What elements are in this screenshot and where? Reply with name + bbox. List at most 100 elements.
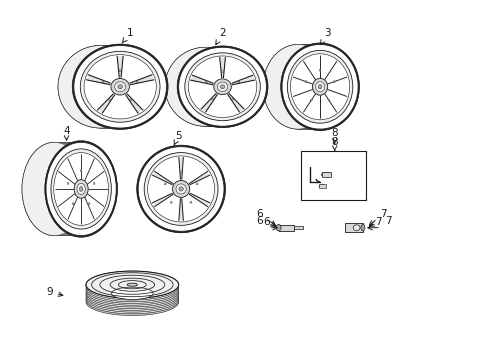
Ellipse shape: [182, 47, 263, 126]
Ellipse shape: [221, 71, 223, 72]
Polygon shape: [98, 94, 114, 113]
Ellipse shape: [268, 44, 338, 129]
Ellipse shape: [86, 278, 178, 305]
Ellipse shape: [35, 142, 100, 235]
Ellipse shape: [67, 182, 69, 184]
Ellipse shape: [88, 203, 90, 205]
Ellipse shape: [72, 203, 74, 205]
Ellipse shape: [276, 225, 281, 231]
Ellipse shape: [58, 45, 143, 128]
Ellipse shape: [170, 201, 172, 203]
Text: 8: 8: [331, 128, 337, 143]
Ellipse shape: [179, 47, 260, 126]
Ellipse shape: [80, 51, 160, 122]
Text: 9: 9: [46, 287, 62, 297]
Polygon shape: [153, 193, 172, 206]
Ellipse shape: [86, 271, 178, 298]
Ellipse shape: [79, 186, 83, 191]
Ellipse shape: [24, 142, 89, 235]
Ellipse shape: [263, 44, 332, 129]
Ellipse shape: [74, 45, 159, 128]
Ellipse shape: [127, 283, 137, 286]
Ellipse shape: [46, 142, 111, 235]
Ellipse shape: [318, 85, 321, 89]
Text: 6: 6: [263, 217, 275, 226]
Ellipse shape: [71, 45, 156, 128]
Text: 3: 3: [320, 28, 330, 45]
Ellipse shape: [111, 287, 153, 300]
Ellipse shape: [287, 50, 352, 123]
Ellipse shape: [169, 47, 250, 126]
Ellipse shape: [86, 283, 178, 310]
Ellipse shape: [312, 78, 327, 95]
Ellipse shape: [42, 142, 106, 235]
Ellipse shape: [175, 47, 255, 126]
Ellipse shape: [279, 44, 349, 129]
Ellipse shape: [321, 172, 330, 177]
Ellipse shape: [136, 81, 138, 83]
Ellipse shape: [86, 273, 178, 300]
Ellipse shape: [277, 44, 347, 129]
Ellipse shape: [119, 70, 121, 72]
Ellipse shape: [86, 280, 178, 307]
Ellipse shape: [176, 47, 257, 126]
Ellipse shape: [178, 47, 266, 126]
Text: 2: 2: [215, 28, 225, 45]
Ellipse shape: [360, 225, 364, 231]
Ellipse shape: [40, 142, 104, 235]
Ellipse shape: [231, 98, 233, 100]
Ellipse shape: [86, 271, 178, 298]
Ellipse shape: [73, 45, 158, 128]
Ellipse shape: [80, 170, 82, 172]
Ellipse shape: [165, 47, 245, 126]
Text: 6: 6: [256, 216, 263, 226]
Polygon shape: [86, 75, 110, 85]
Ellipse shape: [72, 44, 168, 130]
Ellipse shape: [170, 47, 251, 126]
Ellipse shape: [38, 142, 102, 235]
Ellipse shape: [102, 81, 104, 83]
Text: 5: 5: [174, 131, 182, 145]
Ellipse shape: [310, 99, 311, 101]
Ellipse shape: [165, 47, 245, 126]
Ellipse shape: [51, 149, 111, 229]
Ellipse shape: [285, 44, 354, 129]
Ellipse shape: [54, 153, 108, 225]
Ellipse shape: [78, 45, 163, 128]
Ellipse shape: [164, 183, 166, 185]
Ellipse shape: [74, 180, 88, 198]
Ellipse shape: [181, 47, 261, 126]
Polygon shape: [189, 172, 209, 185]
Ellipse shape: [352, 225, 359, 230]
Ellipse shape: [196, 183, 198, 185]
Ellipse shape: [319, 184, 325, 188]
Ellipse shape: [45, 141, 117, 237]
Ellipse shape: [290, 54, 349, 120]
Polygon shape: [130, 75, 153, 85]
Ellipse shape: [66, 45, 151, 128]
Polygon shape: [219, 58, 225, 77]
Polygon shape: [117, 56, 123, 77]
Ellipse shape: [333, 81, 334, 82]
Ellipse shape: [86, 275, 178, 302]
Ellipse shape: [305, 81, 306, 82]
Ellipse shape: [86, 285, 178, 312]
Polygon shape: [179, 199, 183, 220]
Ellipse shape: [86, 288, 178, 316]
Ellipse shape: [237, 81, 239, 83]
Bar: [345, 223, 362, 232]
Bar: [300, 151, 366, 200]
Ellipse shape: [167, 47, 248, 126]
Ellipse shape: [179, 187, 183, 191]
Ellipse shape: [22, 142, 86, 235]
Text: 1: 1: [122, 28, 133, 43]
Text: 7: 7: [368, 209, 386, 225]
Ellipse shape: [172, 47, 252, 126]
Ellipse shape: [282, 44, 357, 129]
Bar: [294, 226, 303, 229]
Text: 7: 7: [369, 217, 381, 226]
Polygon shape: [125, 94, 142, 113]
Polygon shape: [189, 193, 209, 206]
Bar: [319, 184, 325, 188]
Ellipse shape: [275, 44, 345, 129]
